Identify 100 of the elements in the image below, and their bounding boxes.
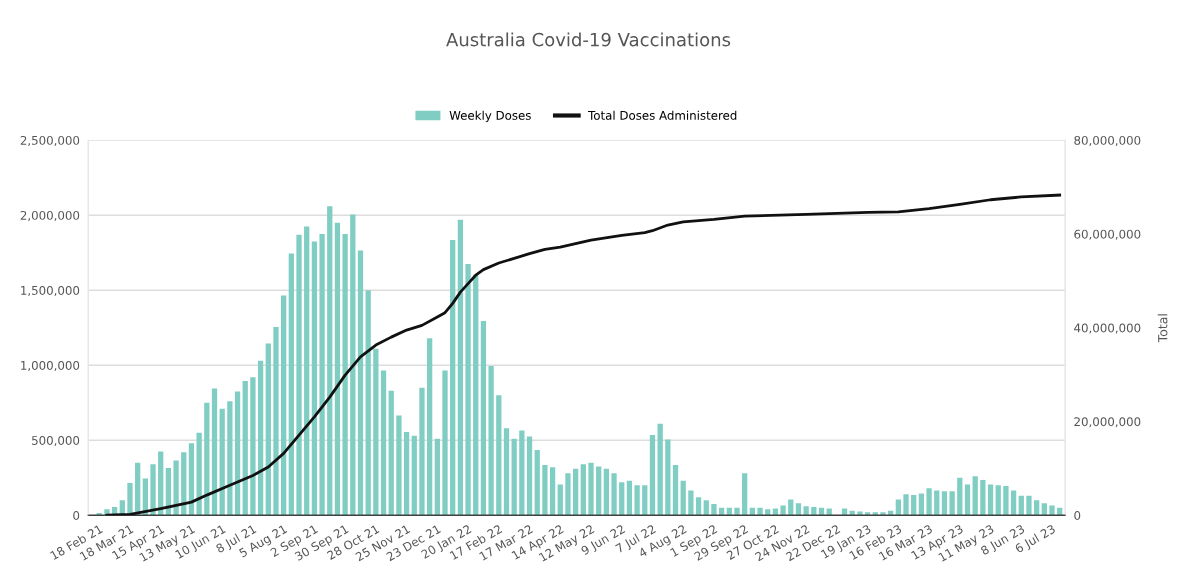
y2-tick-label: 20,000,000 (1074, 417, 1141, 428)
y2-tick-label: 0 (1074, 510, 1081, 520)
bar (319, 233, 325, 516)
bar (173, 460, 179, 516)
bar (288, 253, 294, 516)
bar (281, 295, 287, 516)
bar (672, 465, 679, 516)
y2-tick-label: 60,000,000 (1074, 229, 1141, 240)
y-tick-label: 2,500,000 (20, 135, 80, 147)
bar (619, 482, 625, 516)
chart-title: Australia Covid-19 Vaccinations (446, 32, 731, 47)
bar (857, 511, 863, 516)
bar (427, 338, 433, 516)
bar (1026, 495, 1032, 516)
bar (634, 485, 640, 516)
bar (511, 438, 517, 516)
line-series (105, 193, 1062, 516)
bar (596, 466, 602, 516)
bar (403, 432, 410, 516)
bar (1018, 495, 1024, 516)
bar (534, 450, 540, 516)
bar (703, 500, 709, 516)
bar (795, 503, 802, 516)
bar (995, 485, 1001, 516)
bar (265, 343, 271, 516)
bar (611, 473, 617, 516)
bar (1034, 500, 1040, 516)
bar (411, 435, 417, 516)
bar (296, 234, 302, 516)
bar (811, 507, 817, 516)
bar (519, 430, 525, 516)
bar (357, 250, 364, 516)
bar (788, 499, 794, 516)
bar (1049, 505, 1055, 516)
bar (711, 504, 717, 516)
bar (565, 473, 571, 516)
y-tick-label: 1,000,000 (21, 360, 80, 372)
y2-axis-title: Total (1157, 314, 1168, 343)
bar (473, 274, 479, 516)
legend-label: Total Doses Administered (588, 110, 737, 120)
bar (234, 391, 241, 516)
bar (895, 499, 901, 516)
bar (918, 493, 925, 516)
bar (695, 497, 702, 516)
y-tick-label: 2,000,000 (20, 210, 80, 222)
y2-tick-label: 40,000,000 (1074, 323, 1141, 334)
bar (219, 408, 225, 516)
bar (488, 365, 494, 516)
bar (150, 464, 156, 516)
bar (949, 491, 955, 516)
bar (465, 263, 471, 516)
bar (250, 377, 256, 516)
bar (742, 473, 748, 516)
bar (580, 464, 586, 516)
bar (227, 401, 233, 516)
bar (972, 476, 978, 516)
bar (964, 484, 971, 516)
bar (342, 233, 348, 516)
bar (450, 239, 456, 516)
bar (649, 435, 656, 516)
bar (987, 484, 994, 516)
bar (380, 370, 387, 516)
bar (680, 480, 686, 516)
bar (903, 494, 909, 516)
legend-label: Weekly Doses (449, 110, 531, 123)
bar (1010, 490, 1017, 516)
bar (542, 465, 548, 516)
bar (442, 370, 448, 516)
bar (803, 506, 809, 516)
bar (549, 467, 556, 516)
bar (327, 206, 333, 516)
bar (688, 490, 694, 516)
bar (864, 512, 871, 516)
y2-tick-label: 80,000,000 (1074, 135, 1141, 147)
bar (242, 380, 248, 516)
bar (211, 388, 218, 516)
bar (434, 438, 440, 516)
y-tick-label: 500,000 (32, 435, 80, 447)
bar (396, 415, 402, 516)
bar (188, 443, 195, 516)
bar (158, 451, 164, 516)
bar (311, 241, 318, 516)
bar (503, 428, 510, 516)
bar (365, 290, 371, 516)
bar (304, 226, 310, 516)
bar (557, 484, 563, 516)
bar (734, 507, 740, 516)
bar (603, 468, 609, 516)
bar (196, 432, 202, 516)
bar (757, 507, 763, 516)
bar (588, 462, 594, 516)
bar (934, 490, 940, 516)
bar (526, 436, 533, 516)
bar (765, 509, 771, 516)
bar (657, 423, 663, 516)
bar (257, 360, 264, 516)
bar (880, 512, 886, 516)
bar (419, 387, 425, 516)
bar (573, 468, 579, 516)
bar (388, 390, 394, 516)
